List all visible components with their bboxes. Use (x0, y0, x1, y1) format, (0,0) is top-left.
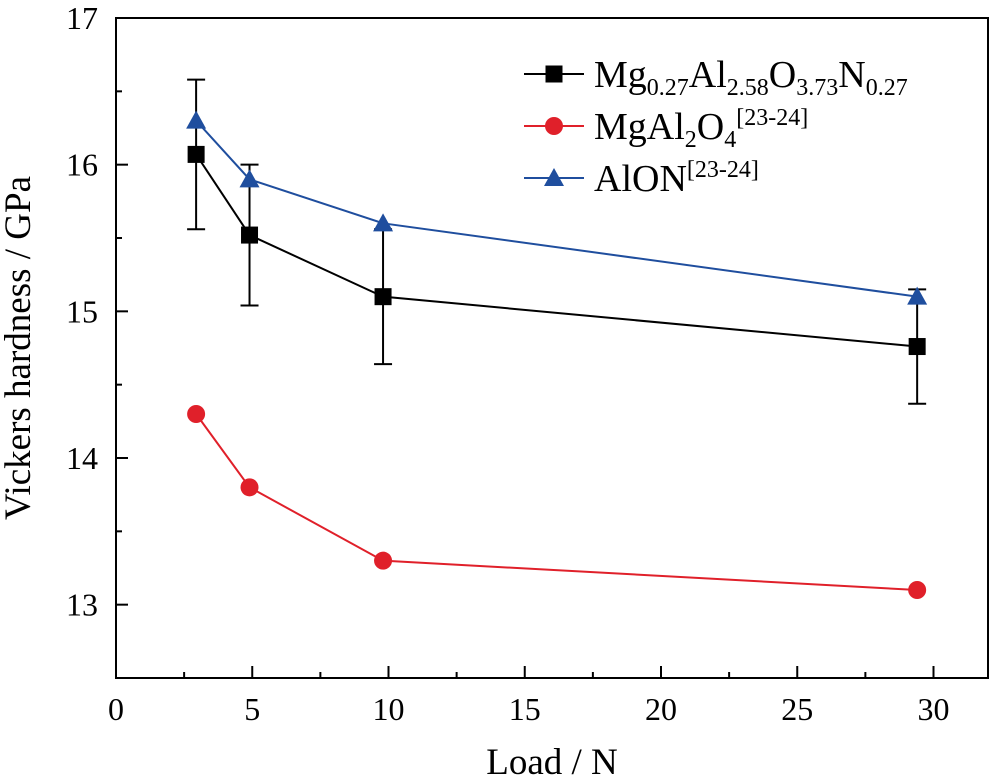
data-point (240, 478, 259, 497)
plot-frame (115, 17, 989, 679)
series-layer (186, 78, 928, 599)
x-axis: 0 5 10 15 20 25 30 (108, 666, 950, 727)
x-tick-label: 15 (509, 691, 541, 727)
data-point (373, 213, 394, 232)
legend-marker (545, 65, 563, 83)
data-point (374, 551, 393, 570)
legend-marker (545, 117, 563, 135)
y-tick-label: 13 (66, 587, 98, 623)
data-point (187, 145, 205, 163)
x-axis-label: Load / N (486, 742, 618, 778)
data-point (908, 581, 927, 599)
y-tick-label: 14 (66, 440, 98, 476)
x-tick-label: 20 (645, 691, 677, 727)
y-tick-label: 17 (66, 0, 98, 36)
x-tick-label: 30 (918, 691, 950, 727)
legend-label: MgAl2O4[23-24] (594, 105, 808, 153)
legend-label: Mg0.27Al2.58O3.73N0.27 (594, 54, 908, 101)
plot-area: 0 5 10 15 20 25 30 13 14 15 16 17 (66, 0, 989, 727)
x-tick-label: 0 (108, 691, 124, 727)
y-axis-label: Vickers hardness / GPa (0, 176, 39, 520)
series-line (195, 413, 918, 591)
x-tick-label: 25 (781, 691, 813, 727)
legend-label: AlON[23-24] (594, 157, 759, 200)
legend: Mg0.27Al2.58O3.73N0.27MgAl2O4[23-24]AlON… (524, 54, 908, 200)
data-point (907, 286, 928, 305)
legend-entry-2: MgAl2O4[23-24] (524, 105, 808, 153)
series-line (195, 119, 918, 298)
legend-entry-1: Mg0.27Al2.58O3.73N0.27 (524, 54, 908, 101)
y-tick-label: 16 (66, 147, 98, 183)
data-point (186, 110, 207, 129)
data-point (908, 338, 926, 356)
data-point (241, 226, 259, 244)
y-tick-label: 15 (66, 293, 98, 329)
x-tick-label: 10 (373, 691, 405, 727)
series-2 (187, 405, 927, 599)
data-point (374, 288, 392, 306)
legend-entry-3: AlON[23-24] (524, 157, 759, 200)
y-axis: 13 14 15 16 17 (66, 0, 128, 679)
data-point (187, 405, 206, 423)
x-tick-label: 5 (244, 691, 260, 727)
series-3 (186, 110, 928, 305)
legend-marker (544, 168, 564, 186)
series-line (195, 153, 918, 348)
data-point (239, 169, 260, 188)
series-1 (187, 78, 927, 405)
